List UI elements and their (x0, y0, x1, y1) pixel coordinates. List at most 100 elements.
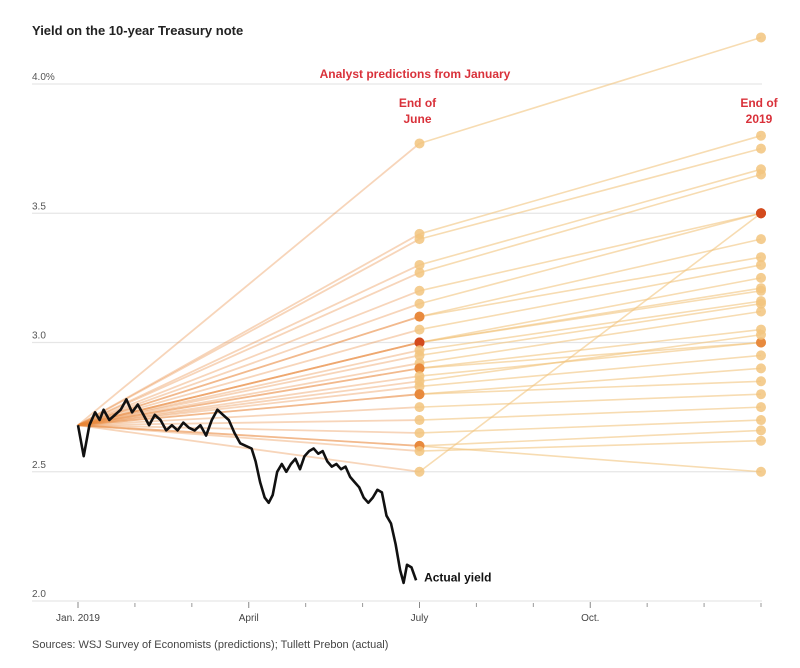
y-tick-label: 2.0 (32, 589, 46, 600)
forecast-line-to-year-end (419, 212, 762, 292)
x-tick-label: Oct. (581, 613, 599, 624)
forecast-line-to-june (77, 424, 420, 447)
june-forecast-dot (414, 259, 425, 270)
forecast-line-to-year-end (419, 212, 762, 305)
forecast-line-to-june (77, 349, 420, 427)
june-forecast-dot (414, 285, 425, 296)
year-end-forecast-dot (756, 376, 766, 387)
forecast-line-to-year-end (419, 406, 762, 421)
year-end-forecast-dot (756, 130, 766, 141)
year-end-forecast-dot (756, 337, 766, 348)
year-end-forecast-dot (756, 350, 766, 361)
forecast-line-to-june (77, 341, 420, 427)
year-end-forecast-dot (756, 415, 766, 426)
forecast-line-to-june (77, 419, 420, 427)
june-forecast-dot (414, 350, 425, 361)
year-end-forecast-dot (756, 32, 766, 43)
column-label-line2: 2019 (746, 112, 773, 126)
forecast-line-to-june (77, 264, 420, 427)
forecast-dots (414, 32, 766, 477)
y-tick-label: 2.5 (32, 460, 46, 471)
year-end-forecast-dot (756, 169, 766, 180)
june-forecast-dot (414, 138, 425, 149)
june-forecast-dot (414, 234, 425, 245)
column-label-line2: June (403, 112, 431, 126)
forecast-lines (77, 36, 762, 473)
forecast-line-to-june (77, 424, 420, 434)
forecast-line-to-year-end (419, 354, 762, 388)
forecast-line-to-year-end (419, 256, 762, 318)
forecast-line-to-june (77, 238, 420, 427)
forecast-line-to-year-end (419, 439, 762, 452)
forecast-line-to-year-end (419, 419, 762, 434)
forecast-line-to-year-end (419, 328, 762, 370)
year-end-forecast-dot (756, 363, 766, 374)
x-tick-label: Jan. 2019 (56, 613, 100, 624)
year-end-forecast-dot (756, 143, 766, 154)
source-note: Sources: WSJ Survey of Economists (predi… (32, 639, 388, 651)
forecast-line-to-june (77, 233, 420, 427)
year-end-forecast-dot (756, 283, 766, 294)
forecast-line-to-june (77, 393, 420, 427)
forecast-line-to-june (77, 367, 420, 427)
forecast-line-to-year-end (419, 380, 762, 395)
y-axis: 4.0% 3.5 3.0 2.5 2.0 (32, 72, 55, 600)
forecast-line-to-year-end (419, 333, 762, 383)
year-end-forecast-dot (756, 329, 766, 340)
year-end-forecast-dot (756, 234, 766, 245)
actual-yield-line (76, 398, 418, 585)
forecast-line-to-june (77, 289, 420, 427)
forecast-line-to-year-end (419, 341, 762, 377)
forecast-line-to-june (77, 385, 420, 427)
forecast-line-to-year-end (419, 302, 762, 357)
forecast-line-to-year-end (419, 168, 762, 266)
year-end-forecast-dot (756, 466, 766, 477)
actual-yield-label: Actual yield (424, 570, 491, 584)
column-label-line1: End of (399, 96, 437, 110)
forecast-line-to-year-end (419, 393, 762, 408)
year-end-forecast-dot (756, 306, 766, 317)
forecast-line-to-june (77, 393, 420, 427)
forecast-line-to-year-end (419, 429, 762, 447)
forecast-line-to-year-end (419, 264, 762, 331)
year-end-forecast-dot (756, 425, 766, 436)
forecast-line-to-june (77, 424, 420, 447)
forecast-line-to-june (77, 380, 420, 427)
june-forecast-dot (414, 415, 425, 426)
june-forecast-dot (414, 324, 425, 335)
year-end-forecast-dot (756, 389, 766, 400)
x-tick-label: July (411, 613, 429, 624)
forecast-line-to-year-end (419, 287, 762, 344)
forecast-line-to-june (77, 362, 420, 427)
june-forecast-dot (414, 402, 425, 413)
year-end-forecast-dot (756, 259, 766, 270)
forecast-line-to-year-end (419, 212, 762, 473)
chart-title: Yield on the 10-year Treasury note (32, 23, 243, 38)
forecast-line-to-june (77, 367, 420, 427)
year-end-forecast-dot (756, 298, 766, 309)
year-end-forecast-dot (756, 272, 766, 283)
forecast-line-to-june (77, 375, 420, 427)
y-tick-label: 4.0% (32, 72, 55, 83)
june-forecast-dot (414, 311, 425, 322)
june-forecast-dot (414, 267, 425, 278)
forecast-line-to-year-end (419, 277, 762, 344)
forecast-line-to-year-end (419, 445, 762, 473)
y-tick-label: 3.5 (32, 201, 46, 212)
x-axis: Jan. 2019 April July Oct. (56, 602, 762, 624)
forecast-line-to-june (77, 424, 420, 452)
forecast-line-to-year-end (419, 36, 762, 145)
forecast-line-to-june (77, 354, 420, 427)
forecast-line-to-june (77, 341, 420, 427)
forecast-line-to-year-end (419, 173, 762, 274)
x-tick-label: April (239, 613, 259, 624)
year-end-forecast-dot (756, 252, 766, 263)
year-end-forecast-dot (756, 208, 766, 219)
year-end-forecast-dot (756, 435, 766, 446)
y-tick-label: 3.0 (32, 331, 46, 342)
june-forecast-dot (414, 427, 425, 438)
column-labels: End of June End of 2019 (399, 96, 779, 126)
june-forecast-dot (414, 389, 425, 400)
forecast-line-to-year-end (419, 147, 762, 240)
